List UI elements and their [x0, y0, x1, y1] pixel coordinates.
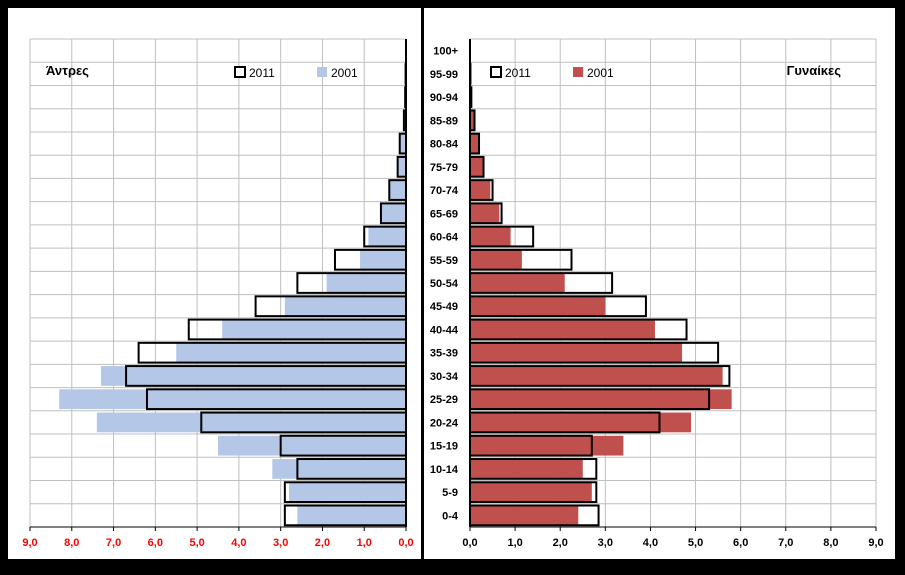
- bar-2001-55-59: [360, 249, 406, 270]
- x-tick-label: 2,0: [315, 537, 330, 549]
- bar-2001-10-14: [272, 459, 406, 479]
- bar-2001-15-19: [470, 435, 624, 456]
- legend-label-2001: 2001: [331, 66, 358, 80]
- x-tick-label: 9,0: [868, 537, 883, 549]
- x-tick-label: 4,0: [231, 537, 246, 549]
- legend-swatch-2001: [317, 67, 327, 77]
- x-tick-label: 1,0: [357, 537, 372, 549]
- x-tick-label: 5,0: [688, 537, 703, 549]
- age-group-label: 5-9: [442, 487, 458, 499]
- male-pyramid-chart: 0,0 1,0 2,0 3,0 4,0 5,0 6,0 7,0 8,0 9,0 Άντρες 2011…: [22, 38, 414, 549]
- bar-2001-25-29: [59, 389, 406, 410]
- bar-2001-25-29: [470, 389, 732, 410]
- male-pyramid-panel: 0,0 1,0 2,0 3,0 4,0 5,0 6,0 7,0 8,0 9,0 Άντρες 2011…: [8, 8, 421, 559]
- bar-2001-55-59: [470, 249, 522, 270]
- female-pyramid-panel: 0-4 5-9 10-14 15-19 20-24 25-29 30-34 35-39 40-4…: [424, 8, 895, 559]
- bar-2001-75-79: [397, 156, 406, 177]
- bar-2001-5-9: [289, 482, 406, 503]
- x-tick-label: 9,0: [22, 537, 37, 549]
- bar-2001-40-44: [470, 319, 655, 340]
- age-group-label: 80-84: [430, 139, 459, 151]
- x-tick-label: 3,0: [598, 537, 613, 549]
- bar-2001-0-4: [470, 505, 579, 526]
- legend-label-2011: 2011: [505, 66, 531, 80]
- bar-2001-50-54: [470, 273, 565, 293]
- age-group-label: 35-39: [430, 348, 458, 360]
- bar-2001-20-24: [470, 412, 692, 433]
- age-group-label: 60-64: [430, 232, 459, 244]
- age-group-label: 70-74: [430, 185, 459, 197]
- bar-2001-70-74: [470, 180, 491, 200]
- age-group-label: 90-94: [430, 92, 459, 104]
- x-tick-label: 7,0: [778, 537, 793, 549]
- bar-2001-45-49: [470, 296, 606, 317]
- legend-label-2011: 2011: [249, 66, 275, 80]
- x-tick-label: 8,0: [64, 537, 79, 549]
- legend-swatch-2001: [573, 67, 583, 77]
- x-tick-label: 7,0: [106, 537, 121, 549]
- age-group-label: 30-34: [430, 371, 459, 383]
- bar-2001-60-64: [368, 226, 406, 247]
- bar-2001-80-84: [399, 133, 406, 154]
- bar-2001-10-14: [470, 459, 583, 479]
- x-tick-label: 6,0: [148, 537, 163, 549]
- bar-2001-85-89: [470, 110, 475, 131]
- bar-2001-50-54: [326, 273, 406, 293]
- age-group-label: 0-4: [442, 510, 459, 522]
- age-group-label: 45-49: [430, 301, 458, 313]
- bar-2001-85-89: [403, 110, 406, 131]
- x-tick-label: 0,0: [398, 537, 413, 549]
- age-group-label: 25-29: [430, 394, 458, 406]
- age-group-label: 50-54: [430, 278, 459, 290]
- bar-2001-65-69: [380, 203, 406, 224]
- legend-label-2001: 2001: [587, 66, 614, 80]
- bar-2001-30-34: [470, 366, 723, 386]
- legend-swatch-2011: [234, 66, 246, 78]
- age-group-label: 95-99: [430, 69, 458, 81]
- bar-2001-30-34: [101, 366, 407, 386]
- female-pyramid-chart: 0-4 5-9 10-14 15-19 20-24 25-29 30-34 35-39 40-4…: [430, 38, 884, 549]
- x-tick-label: 3,0: [273, 537, 288, 549]
- bar-2001-75-79: [470, 156, 484, 177]
- age-group-label: 85-89: [430, 115, 458, 127]
- bar-2001-35-39: [470, 342, 683, 363]
- age-group-label: 100+: [433, 46, 458, 58]
- bar-2001-0-4: [297, 505, 406, 526]
- panel-title: Γυναίκες: [787, 63, 842, 78]
- bar-2001-15-19: [218, 435, 406, 456]
- x-tick-label: 5,0: [189, 537, 204, 549]
- x-tick-label: 8,0: [823, 537, 838, 549]
- bar-2001-65-69: [470, 203, 500, 224]
- x-tick-label: 2,0: [553, 537, 568, 549]
- panel-title: Άντρες: [46, 63, 89, 78]
- bar-2001-60-64: [470, 226, 511, 247]
- x-tick-label: 6,0: [733, 537, 748, 549]
- age-group-label: 10-14: [430, 464, 459, 476]
- age-group-label: 65-69: [430, 208, 458, 220]
- x-tick-label: 0,0: [462, 537, 477, 549]
- bar-2001-45-49: [284, 296, 406, 317]
- bar-2001-70-74: [389, 180, 406, 200]
- age-group-label: 40-44: [430, 324, 459, 336]
- x-tick-label: 1,0: [507, 537, 522, 549]
- age-group-label: 55-59: [430, 255, 458, 267]
- bar-2001-40-44: [222, 319, 406, 340]
- bar-2001-5-9: [470, 482, 592, 503]
- age-group-label: 75-79: [430, 162, 458, 174]
- bar-2001-35-39: [176, 342, 406, 363]
- bar-2001-80-84: [470, 133, 480, 154]
- age-group-label: 20-24: [430, 417, 459, 429]
- x-tick-label: 4,0: [643, 537, 658, 549]
- bar-2001-20-24: [96, 412, 406, 433]
- age-group-label: 15-19: [430, 441, 458, 453]
- legend-swatch-2011: [490, 66, 502, 78]
